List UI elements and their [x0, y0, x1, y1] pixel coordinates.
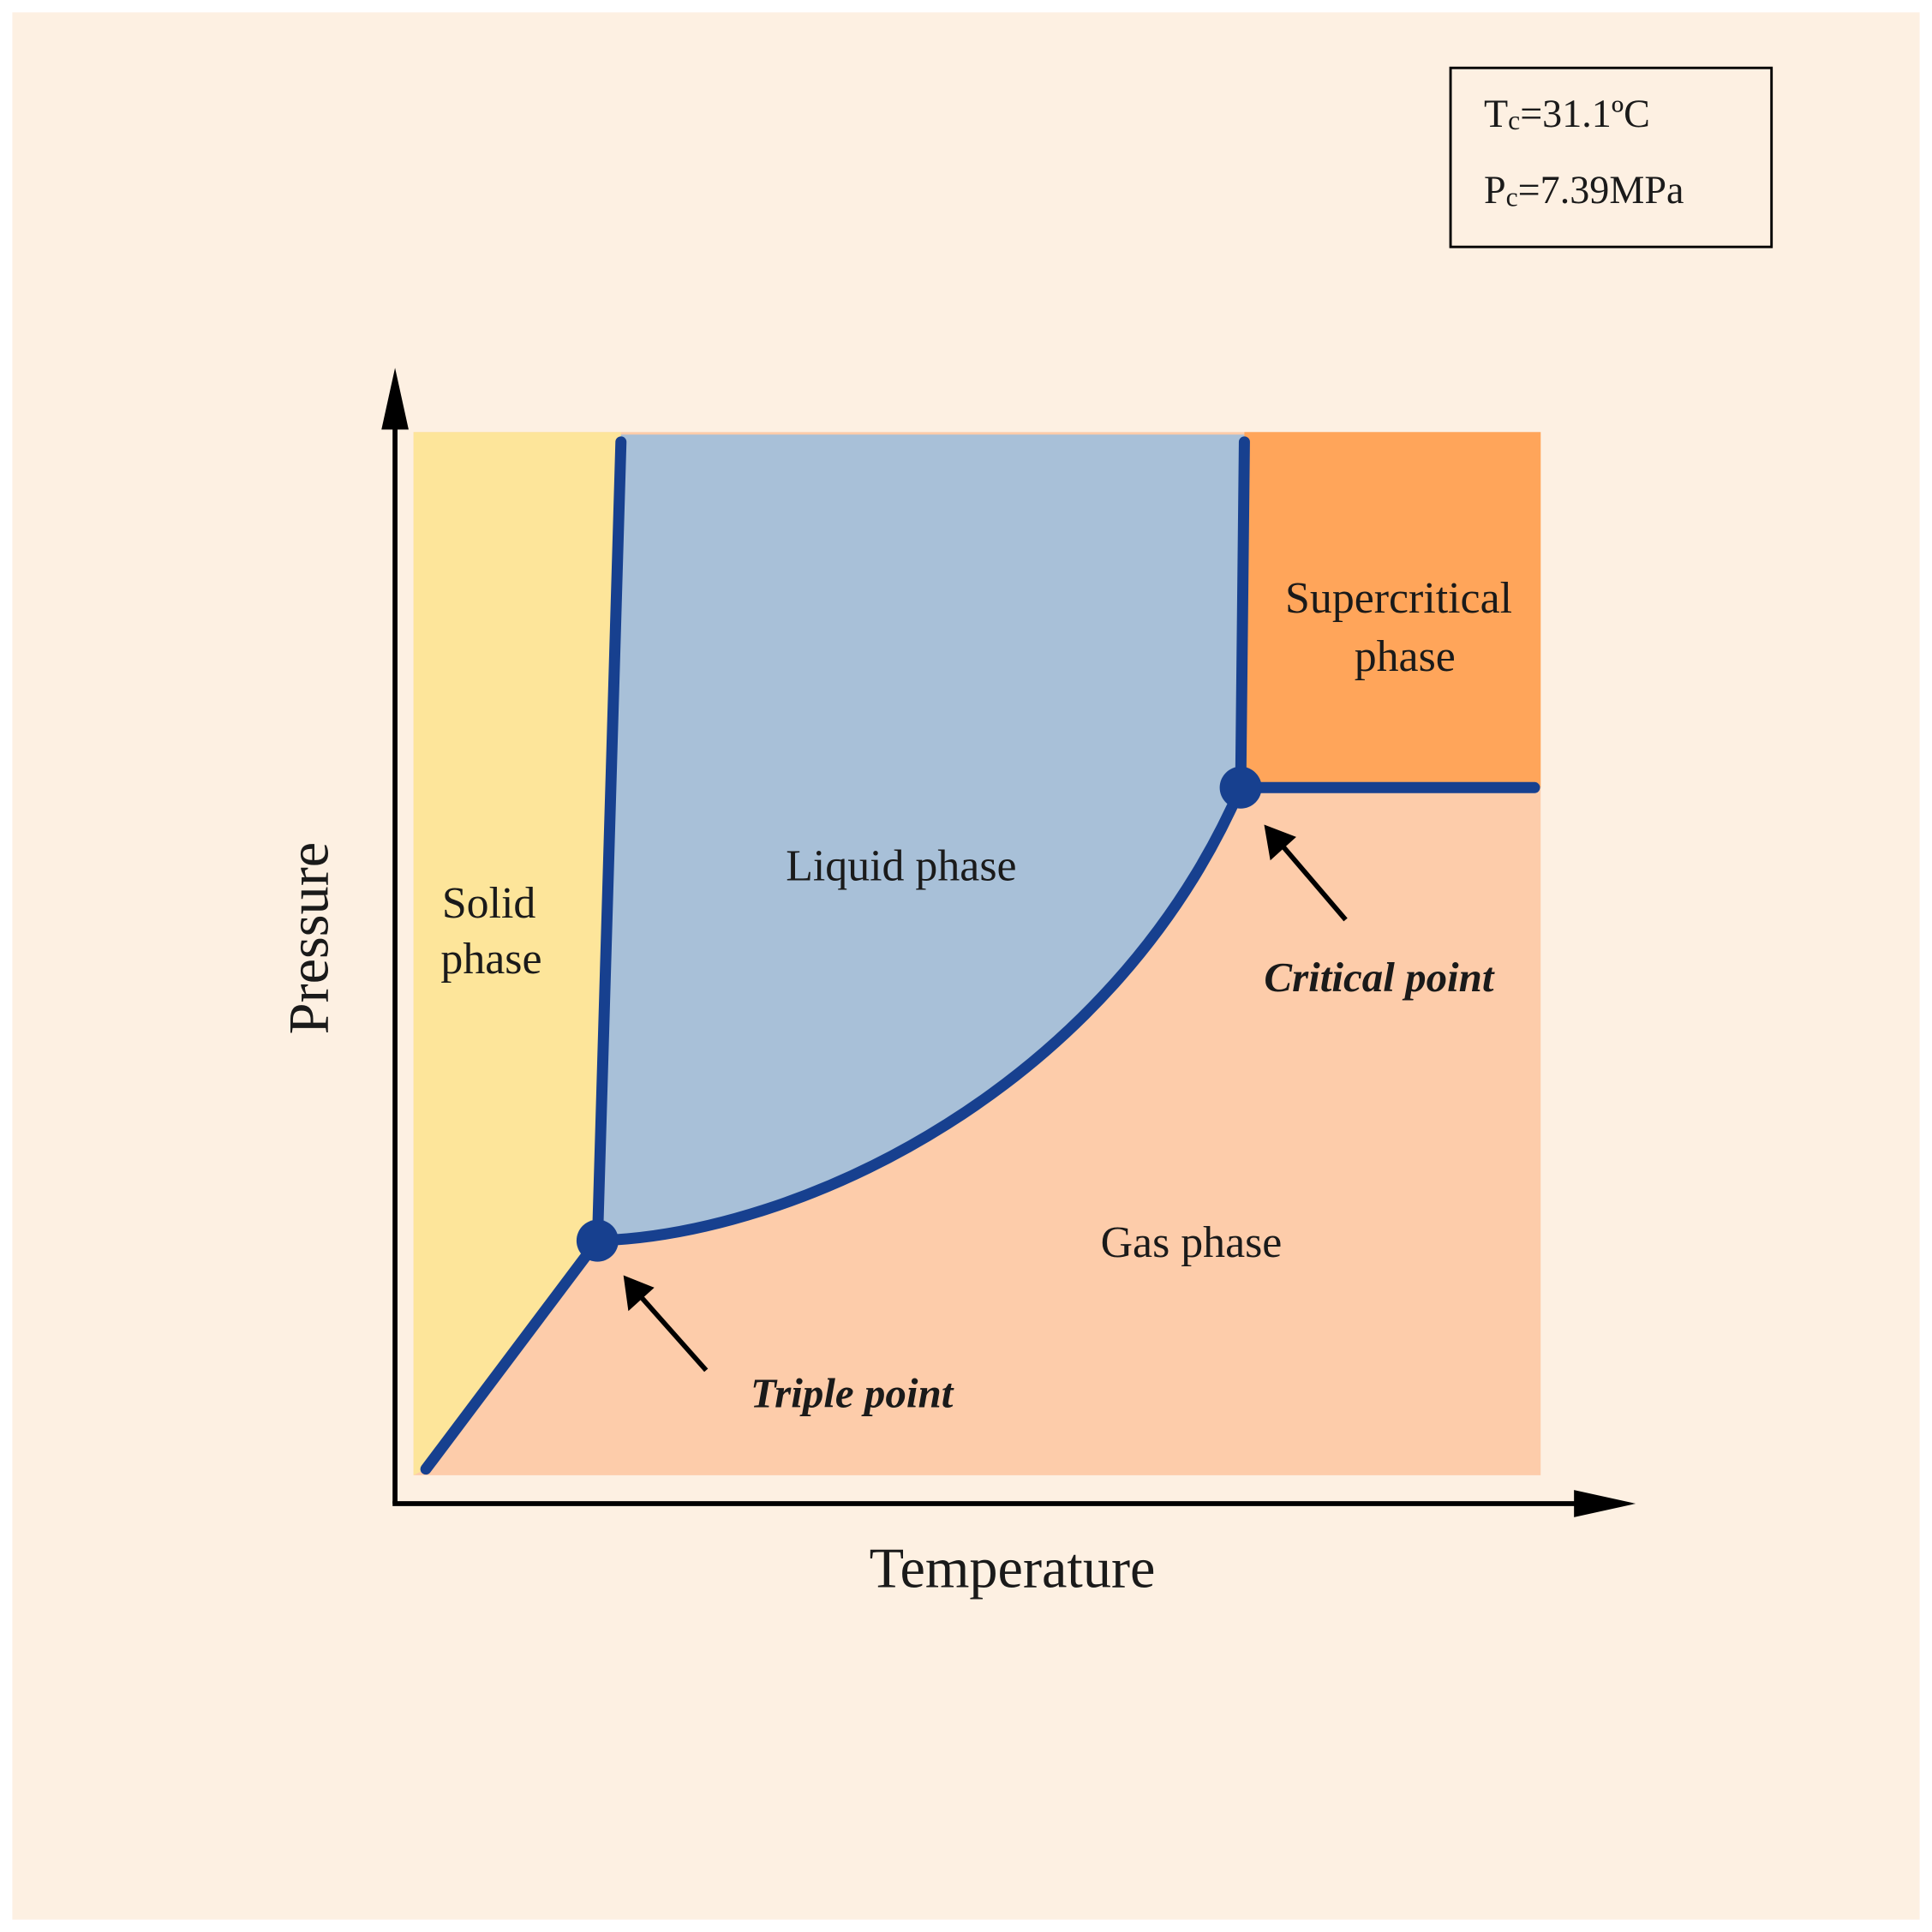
region-label: Liquid phase [786, 842, 1016, 891]
critical-box [1449, 66, 1773, 248]
supercritical-region [1244, 432, 1541, 788]
triple-arrow-shaft [636, 1292, 709, 1373]
x-axis-arrow [1574, 1490, 1636, 1517]
subscript: c [1508, 105, 1520, 135]
y-axis-arrow [381, 368, 409, 430]
box-line: Pc=7.39MPa [1484, 168, 1684, 212]
critical-arrow-head [1264, 824, 1296, 861]
critical-point-dot [1219, 766, 1262, 809]
vaporization-curve [591, 781, 1247, 1247]
value: =7.39MPa [1518, 168, 1684, 212]
annotation: Triple point [751, 1369, 954, 1416]
value: =31.1ºC [1520, 91, 1650, 135]
y-axis-label: Pressure [278, 842, 341, 1035]
region-label: phase [440, 935, 541, 984]
annotation: Critical point [1264, 954, 1494, 1001]
liquid-region [597, 434, 1245, 1241]
region-label: Supercritical [1285, 574, 1512, 623]
x-axis-label: Temperature [870, 1537, 1156, 1600]
region-label: Gas phase [1101, 1218, 1283, 1267]
symbol: P [1484, 168, 1506, 212]
region-label: Solid [442, 879, 536, 928]
region-label: phase [1355, 632, 1456, 681]
triple-point-dot [576, 1219, 619, 1262]
critical-isotherm [1235, 436, 1250, 793]
solid-region [413, 432, 621, 1475]
box-line: Tc=31.1ºC [1484, 91, 1650, 135]
sublimation-curve [420, 1235, 603, 1475]
triple-arrow-head [623, 1275, 655, 1312]
critical-arrow-shaft [1278, 841, 1348, 922]
symbol: T [1484, 91, 1508, 135]
subscript: c [1506, 182, 1518, 212]
melting-curve [591, 436, 627, 1247]
